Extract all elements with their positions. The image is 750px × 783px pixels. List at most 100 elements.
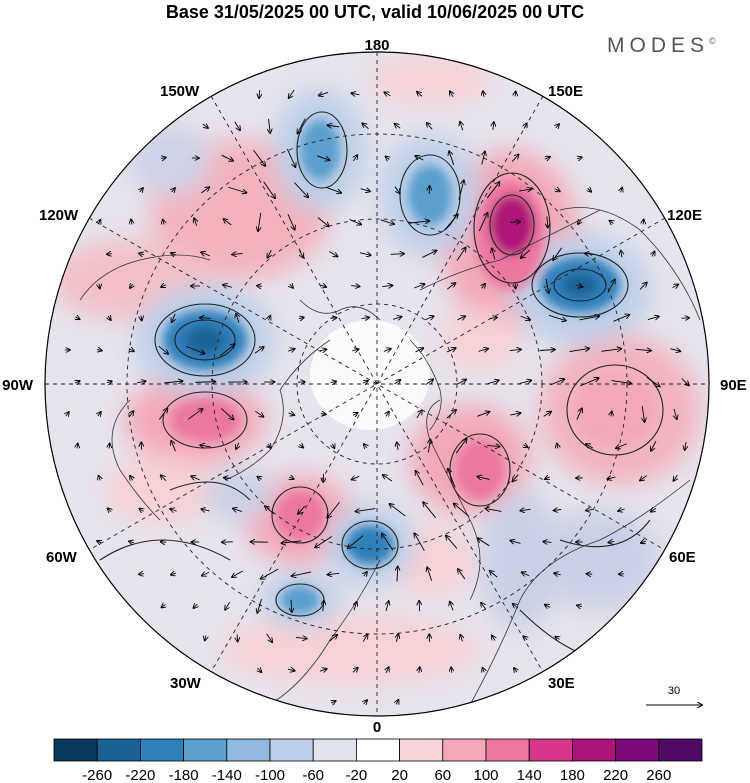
wind-vector: [259, 89, 260, 98]
wind-vector: [355, 508, 376, 512]
wind-vector: [255, 410, 263, 417]
wind-vector: [685, 442, 686, 450]
wind-vector: [221, 154, 233, 161]
wind-vector: [397, 566, 398, 582]
wind-vector: [394, 380, 400, 384]
wind-vector: [417, 92, 422, 97]
wind-vector: [330, 381, 336, 382]
wind-vector: [390, 254, 404, 255]
wind-vector: [520, 316, 530, 320]
wind-vector: [409, 221, 429, 223]
colorbar-tick-label: -100: [255, 767, 285, 783]
wind-vector: [139, 574, 144, 575]
wind-vector: [545, 605, 551, 608]
wind-vector: [299, 317, 304, 318]
wind-vector: [219, 344, 235, 357]
wind-vector: [224, 219, 232, 226]
colorbar-tick-label: -60: [302, 767, 324, 783]
wind-vector: [446, 410, 456, 419]
wind-vector: [639, 282, 647, 290]
wind-vector: [193, 604, 197, 608]
wind-vector: [97, 541, 102, 543]
wind-vector: [164, 381, 182, 383]
wind-vector: [386, 601, 389, 612]
wind-vector: [486, 182, 499, 199]
wind-vector: [384, 92, 391, 95]
wind-vector: [128, 349, 134, 352]
colorbar-tick-label: 220: [603, 767, 628, 783]
wind-vector: [586, 444, 594, 448]
wind-vector: [130, 476, 133, 481]
wind-vector: [543, 412, 551, 417]
wind-vector: [201, 187, 209, 194]
colorbar-tick-label: -140: [212, 767, 242, 783]
wind-vector: [386, 667, 389, 673]
wind-vector: [607, 280, 615, 293]
wind-vector: [257, 599, 262, 613]
wind-vector: [327, 501, 340, 518]
wind-vector: [232, 570, 244, 577]
wind-vector: [223, 285, 232, 288]
wind-vector: [382, 285, 392, 286]
lon-label-90w: 90W: [2, 377, 34, 394]
wind-vector: [425, 379, 434, 386]
wind-vector: [290, 284, 293, 288]
wind-vector: [519, 189, 531, 191]
wind-vector: [257, 286, 262, 287]
colorbar-tick-label: 100: [473, 767, 498, 783]
wind-vector: [254, 347, 264, 354]
wind-vector: [393, 317, 401, 320]
wind-vector: [266, 633, 272, 642]
wind-vector: [577, 605, 582, 606]
wind-vector: [523, 636, 527, 640]
wind-vector: [419, 667, 420, 673]
wind-vector: [556, 124, 559, 128]
lon-label-30e: 30E: [548, 675, 575, 692]
colorbar-swatch: [399, 738, 444, 762]
wind-vector: [509, 349, 521, 350]
map-title: Base 31/05/2025 00 UTC, valid 10/06/2025…: [165, 2, 585, 22]
wind-vector: [427, 567, 433, 581]
lon-label-90e: 90E: [720, 377, 747, 394]
wind-vector: [171, 253, 176, 255]
wind-vector: [524, 123, 527, 129]
wind-vector: [205, 636, 206, 641]
wind-vector: [201, 509, 210, 511]
wind-vector: [414, 284, 424, 289]
wind-vector: [477, 412, 489, 417]
wind-vector: [454, 504, 470, 517]
wind-vector: [361, 317, 370, 318]
wind-vector: [320, 414, 326, 415]
wind-vector: [291, 599, 292, 612]
colorbar-swatch: [528, 738, 573, 762]
wind-vector: [352, 476, 360, 479]
wind-vector: [460, 635, 462, 642]
colorbar-swatch: [615, 738, 660, 762]
wind-vector: [514, 668, 517, 672]
wind-vector: [555, 189, 560, 192]
wind-vector: [458, 180, 464, 200]
lon-label-30w: 30W: [170, 675, 202, 692]
wind-vector: [233, 508, 243, 511]
wind-vector: [325, 186, 342, 193]
wind-vector: [267, 250, 271, 258]
wind-vector: [160, 158, 166, 159]
wind-vector: [253, 149, 266, 166]
wind-vector: [195, 382, 215, 383]
wind-vector: [319, 669, 327, 671]
wind-vector: [522, 572, 530, 575]
wind-vector: [635, 349, 651, 350]
wind-vector: [450, 602, 453, 611]
wind-vector: [362, 634, 367, 642]
wind-vector: [609, 221, 613, 224]
wind-vector: [446, 348, 456, 352]
wind-vector: [456, 247, 466, 261]
map-border: [44, 51, 710, 717]
colorbar-swatch: [139, 738, 184, 762]
wind-vector: [424, 316, 434, 320]
colorbar-tick-label: -220: [125, 767, 155, 783]
wind-vector: [585, 253, 594, 254]
wind-vector: [427, 123, 433, 130]
wind-vector: [297, 118, 306, 134]
wind-vector: [397, 442, 398, 450]
